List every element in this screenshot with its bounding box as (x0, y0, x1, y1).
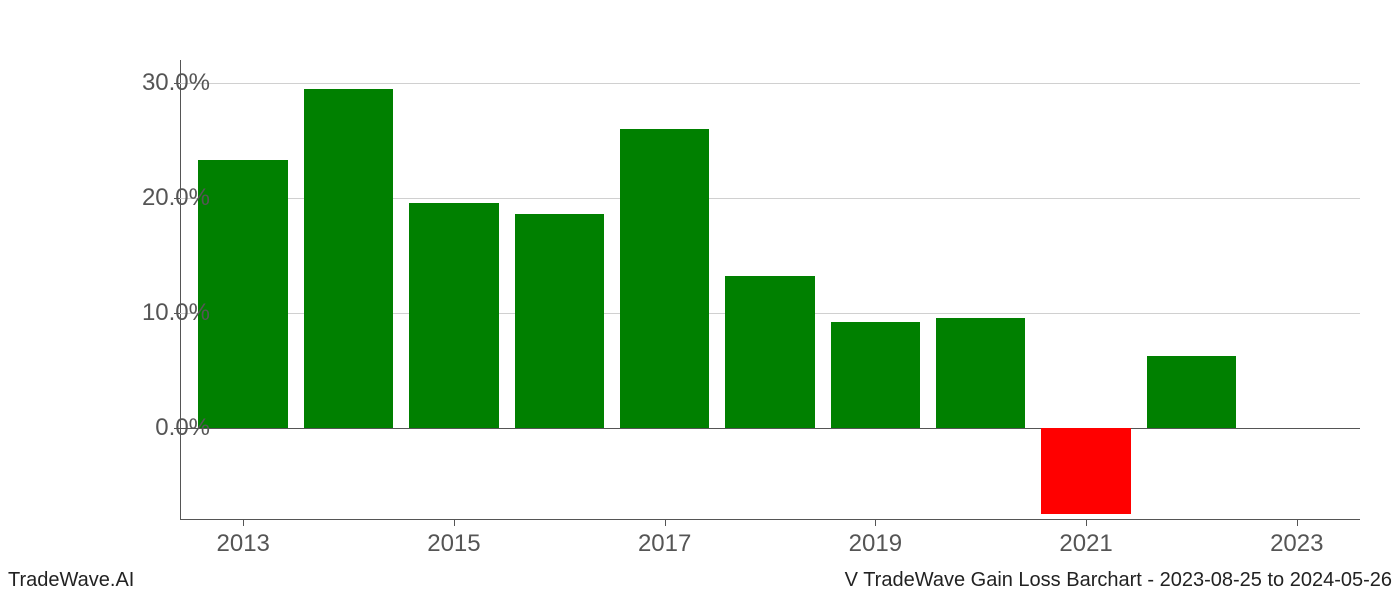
x-tick-label: 2023 (1270, 530, 1323, 558)
x-tick-label: 2019 (849, 530, 902, 558)
x-tick-mark (665, 520, 666, 526)
bar (409, 203, 499, 428)
x-tick-label: 2015 (427, 530, 480, 558)
bar (831, 322, 921, 428)
y-tick-mark (174, 83, 180, 84)
bar (515, 214, 605, 428)
bar (936, 318, 1026, 428)
x-tick-mark (1086, 520, 1087, 526)
x-tick-mark (454, 520, 455, 526)
x-tick-label: 2021 (1059, 530, 1112, 558)
bar (1041, 428, 1131, 514)
bar (725, 276, 815, 428)
bar (304, 89, 394, 428)
gridline (180, 83, 1360, 84)
y-tick-mark (174, 428, 180, 429)
footer-caption: V TradeWave Gain Loss Barchart - 2023-08… (845, 569, 1392, 592)
y-tick-label: 0.0% (155, 414, 210, 442)
bar (198, 160, 288, 428)
chart-plot-area (180, 60, 1360, 520)
x-tick-mark (243, 520, 244, 526)
x-tick-label: 2013 (217, 530, 270, 558)
x-tick-mark (1297, 520, 1298, 526)
footer-brand: TradeWave.AI (8, 569, 134, 592)
zero-line (180, 428, 1360, 429)
y-tick-mark (174, 313, 180, 314)
x-tick-label: 2017 (638, 530, 691, 558)
bar (620, 129, 710, 428)
x-tick-mark (875, 520, 876, 526)
bar (1147, 356, 1237, 428)
y-tick-mark (174, 198, 180, 199)
